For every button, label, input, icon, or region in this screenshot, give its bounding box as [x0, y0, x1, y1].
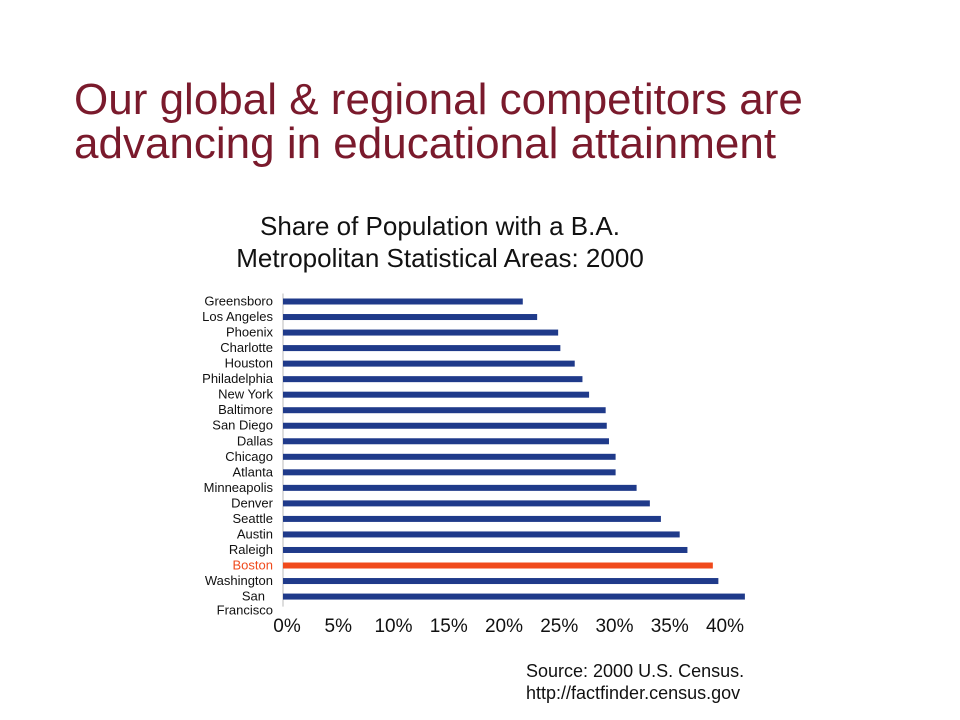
category-label: Greensboro	[204, 294, 273, 309]
x-tick-label: 25%	[540, 616, 578, 637]
bar-boston	[283, 562, 713, 569]
bar-greensboro	[283, 298, 523, 305]
slide-title: Our global & regional competitors are ad…	[74, 78, 914, 166]
bar-phoenix	[283, 329, 559, 336]
x-tick-label: 15%	[430, 616, 468, 637]
category-label: Seattle	[233, 511, 273, 526]
category-label: Houston	[225, 356, 273, 371]
category-label: Atlanta	[233, 464, 274, 479]
category-label: Philadelphia	[202, 371, 274, 386]
bar-philadelphia	[283, 376, 583, 383]
bar-atlanta	[283, 469, 616, 476]
category-label: Austin	[237, 526, 273, 541]
category-label: Dallas	[237, 433, 274, 448]
bar-seattle	[283, 515, 661, 522]
bar-minneapolis	[283, 484, 637, 491]
bar-chicago	[283, 453, 616, 460]
chart-title-line-1: Share of Population with a B.A.	[260, 211, 620, 241]
x-tick-label: 5%	[325, 616, 353, 637]
slide-title-line-2: advancing in educational attainment	[74, 119, 777, 168]
bar-austin	[283, 531, 680, 538]
bar-charlotte	[283, 345, 561, 352]
x-tick-label: 30%	[595, 616, 633, 637]
category-label: Denver	[231, 495, 274, 510]
x-tick-label: 40%	[706, 616, 744, 637]
category-label: Chicago	[225, 449, 273, 464]
source-line-1: Source: 2000 U.S. Census.	[526, 661, 745, 681]
x-tick-label: 10%	[374, 616, 412, 637]
category-label: San Diego	[212, 418, 273, 433]
bar-denver	[283, 500, 650, 507]
category-label: Phoenix	[226, 325, 273, 340]
bar-baltimore	[283, 407, 606, 414]
x-tick-label: 20%	[485, 616, 523, 637]
bar-washington	[283, 578, 719, 585]
category-label: Charlotte	[220, 340, 273, 355]
bar-raleigh	[283, 546, 688, 553]
x-tick-label: 35%	[651, 616, 689, 637]
chart-title-line-2: Metropolitan Statistical Areas: 2000	[236, 243, 644, 273]
category-label: Los Angeles	[202, 309, 273, 324]
category-label: San Francisco	[217, 589, 273, 618]
source-line-2: http://factfinder.census.gov	[526, 683, 741, 703]
slide-title-line-1: Our global & regional competitors are	[74, 75, 803, 124]
bar-san-francisco	[283, 593, 745, 600]
bar-los-angeles	[283, 314, 538, 321]
category-label: Washington	[205, 573, 273, 588]
bar-san-diego	[283, 422, 607, 429]
source-note: Source: 2000 U.S. Census. http://factfin…	[526, 660, 744, 704]
category-label: Baltimore	[218, 402, 273, 417]
bar-dallas	[283, 438, 609, 445]
category-label: New York	[218, 387, 273, 402]
bar-new-york	[283, 391, 590, 398]
category-label: Minneapolis	[204, 480, 274, 495]
bar-houston	[283, 360, 575, 367]
x-tick-label: 0%	[273, 616, 301, 637]
chart-title: Share of Population with a B.A. Metropol…	[150, 210, 730, 274]
category-label: Raleigh	[229, 542, 273, 557]
category-label: Boston	[233, 558, 273, 573]
